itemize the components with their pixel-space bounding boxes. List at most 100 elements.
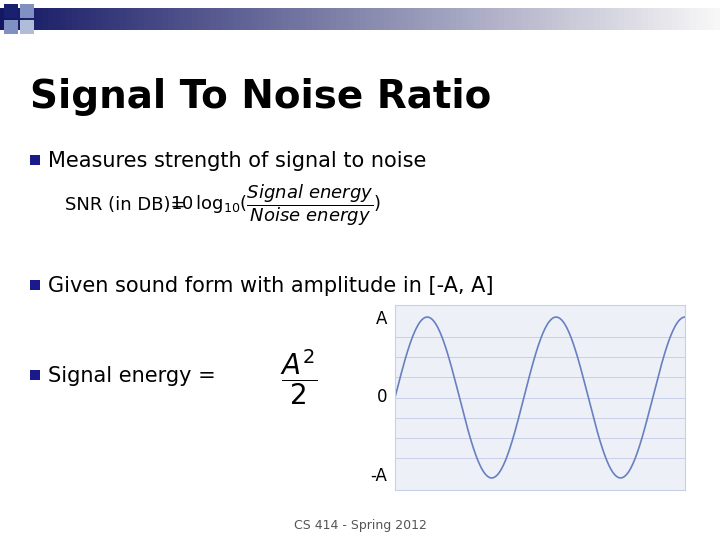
Bar: [450, 8, 457, 30]
Bar: [48, 8, 55, 30]
Bar: [108, 8, 115, 30]
Bar: [246, 8, 253, 30]
Bar: [630, 8, 637, 30]
Bar: [384, 8, 391, 30]
Bar: [390, 8, 397, 30]
Bar: [288, 8, 295, 30]
Bar: [126, 8, 133, 30]
Bar: [264, 8, 271, 30]
Bar: [468, 8, 475, 30]
Bar: [84, 8, 91, 30]
Bar: [30, 155, 40, 165]
Bar: [78, 8, 85, 30]
Bar: [168, 8, 175, 30]
Text: $\mathrm{10\,log_{10}(}\dfrac{\mathit{Signal\ energy}}{\mathit{Noise\ energy}}\m: $\mathrm{10\,log_{10}(}\dfrac{\mathit{Si…: [170, 182, 381, 228]
Bar: [564, 8, 571, 30]
Bar: [42, 8, 49, 30]
Bar: [258, 8, 265, 30]
Bar: [528, 8, 535, 30]
Bar: [648, 8, 655, 30]
Bar: [312, 8, 319, 30]
Bar: [480, 8, 487, 30]
Bar: [300, 8, 307, 30]
Bar: [624, 8, 631, 30]
Bar: [180, 8, 187, 30]
Bar: [138, 8, 145, 30]
Bar: [474, 8, 481, 30]
Bar: [618, 8, 625, 30]
Bar: [414, 8, 421, 30]
Bar: [594, 8, 601, 30]
Bar: [270, 8, 277, 30]
Bar: [342, 8, 349, 30]
Bar: [456, 8, 463, 30]
Bar: [348, 8, 355, 30]
Bar: [420, 8, 427, 30]
Bar: [552, 8, 559, 30]
Bar: [120, 8, 127, 30]
Text: Signal energy =: Signal energy =: [48, 366, 222, 386]
Text: 0: 0: [377, 388, 387, 407]
Text: A: A: [376, 310, 387, 328]
Bar: [156, 8, 163, 30]
Bar: [150, 8, 157, 30]
Bar: [132, 8, 139, 30]
Bar: [690, 8, 697, 30]
Bar: [66, 8, 73, 30]
Bar: [198, 8, 205, 30]
Bar: [174, 8, 181, 30]
Bar: [30, 370, 40, 380]
Bar: [660, 8, 667, 30]
Bar: [20, 4, 34, 18]
Bar: [486, 8, 493, 30]
Bar: [666, 8, 673, 30]
Bar: [282, 8, 289, 30]
Bar: [144, 8, 151, 30]
Bar: [306, 8, 313, 30]
Bar: [612, 8, 619, 30]
Bar: [102, 8, 109, 30]
Bar: [402, 8, 409, 30]
Bar: [498, 8, 505, 30]
Bar: [654, 8, 661, 30]
Bar: [60, 8, 67, 30]
Bar: [252, 8, 259, 30]
Bar: [570, 8, 577, 30]
Bar: [522, 8, 529, 30]
Bar: [204, 8, 211, 30]
Bar: [696, 8, 703, 30]
Text: -A: -A: [370, 467, 387, 485]
Bar: [546, 8, 553, 30]
Bar: [228, 8, 235, 30]
Bar: [408, 8, 415, 30]
Bar: [366, 8, 373, 30]
Bar: [492, 8, 499, 30]
Text: Signal To Noise Ratio: Signal To Noise Ratio: [30, 78, 491, 116]
Bar: [576, 8, 583, 30]
Bar: [4, 4, 18, 18]
Text: CS 414 - Spring 2012: CS 414 - Spring 2012: [294, 518, 426, 531]
Bar: [606, 8, 613, 30]
Bar: [336, 8, 343, 30]
Bar: [24, 8, 31, 30]
Bar: [714, 8, 720, 30]
Bar: [90, 8, 97, 30]
Bar: [672, 8, 679, 30]
Bar: [162, 8, 169, 30]
Text: Measures strength of signal to noise: Measures strength of signal to noise: [48, 151, 426, 171]
Bar: [0, 8, 7, 30]
Bar: [588, 8, 595, 30]
Bar: [216, 8, 223, 30]
Bar: [504, 8, 511, 30]
Text: $\dfrac{A^2}{2}$: $\dfrac{A^2}{2}$: [280, 347, 318, 407]
Bar: [96, 8, 103, 30]
Bar: [294, 8, 301, 30]
Bar: [378, 8, 385, 30]
Bar: [678, 8, 685, 30]
Bar: [396, 8, 403, 30]
Bar: [30, 280, 40, 290]
Bar: [54, 8, 61, 30]
Bar: [432, 8, 439, 30]
Bar: [72, 8, 79, 30]
Bar: [354, 8, 361, 30]
